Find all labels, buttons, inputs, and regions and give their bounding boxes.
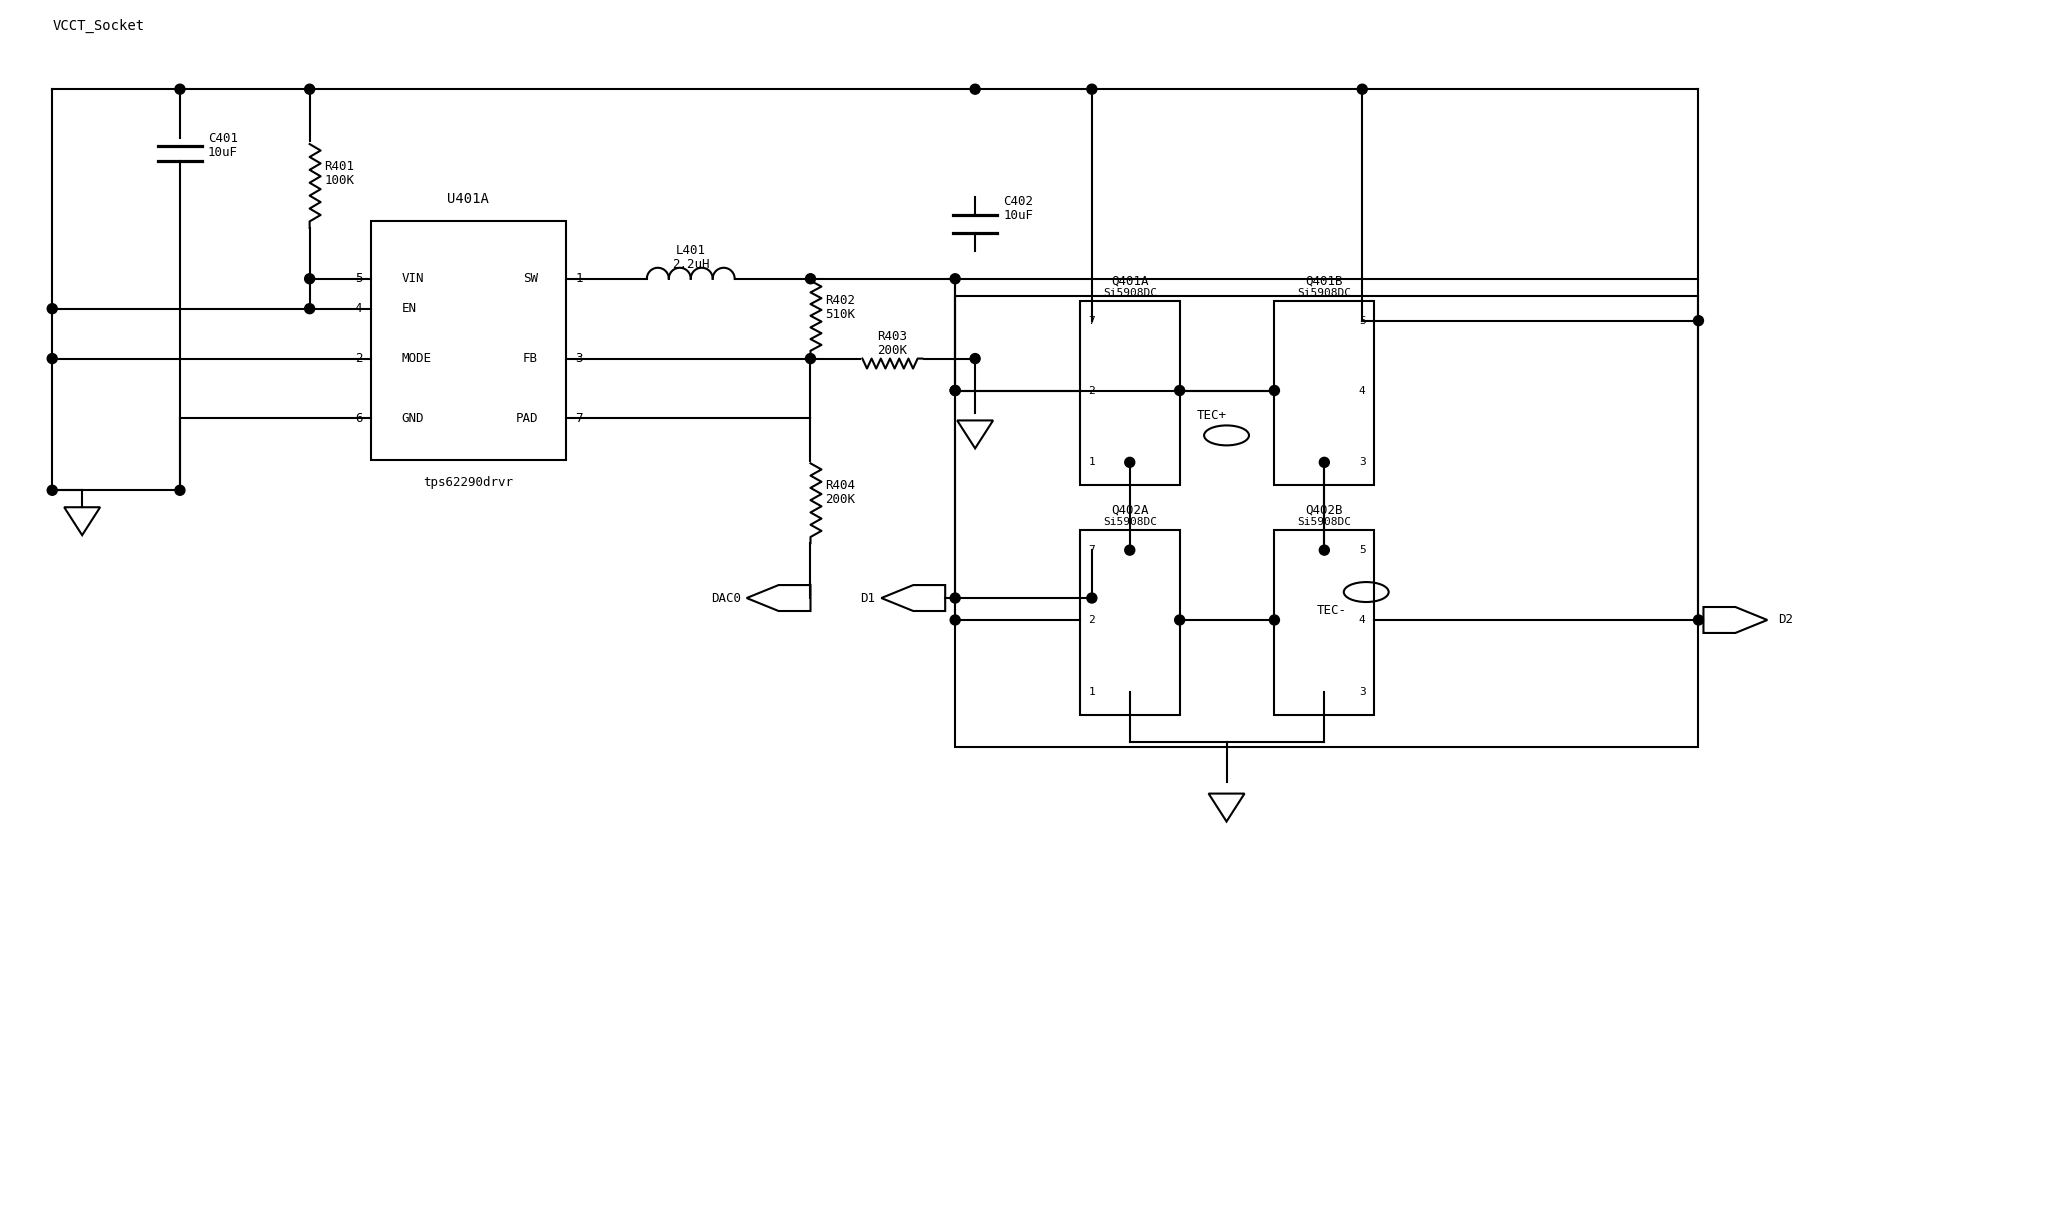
Text: 3: 3 xyxy=(1360,457,1366,467)
Text: PAD: PAD xyxy=(516,412,538,425)
Circle shape xyxy=(47,485,58,495)
Text: 4: 4 xyxy=(1360,615,1366,624)
Circle shape xyxy=(1126,457,1134,467)
Text: L401: L401 xyxy=(676,244,707,258)
Circle shape xyxy=(304,84,314,94)
Text: U401A: U401A xyxy=(448,192,489,207)
Text: EN: EN xyxy=(401,302,417,315)
Circle shape xyxy=(1269,385,1280,396)
Text: 7: 7 xyxy=(1089,545,1095,555)
Circle shape xyxy=(951,615,959,624)
Circle shape xyxy=(1358,84,1368,94)
Text: 5: 5 xyxy=(1360,315,1366,325)
Circle shape xyxy=(805,353,815,364)
Text: FB: FB xyxy=(524,352,538,365)
Text: 510K: 510K xyxy=(826,308,854,321)
Text: D1: D1 xyxy=(861,591,875,605)
Circle shape xyxy=(175,84,185,94)
Text: R402: R402 xyxy=(826,295,854,307)
Text: 3: 3 xyxy=(575,352,583,365)
Text: R403: R403 xyxy=(877,330,908,343)
Text: Si5908DC: Si5908DC xyxy=(1298,517,1352,527)
Text: Si5908DC: Si5908DC xyxy=(1298,287,1352,298)
Text: 3: 3 xyxy=(1360,687,1366,697)
Text: 1: 1 xyxy=(1089,687,1095,697)
Circle shape xyxy=(1087,593,1097,602)
Circle shape xyxy=(951,385,959,396)
Circle shape xyxy=(805,274,815,284)
Text: 2: 2 xyxy=(1089,615,1095,624)
Text: 4: 4 xyxy=(1360,385,1366,396)
Circle shape xyxy=(1087,84,1097,94)
Circle shape xyxy=(1175,385,1185,396)
Circle shape xyxy=(951,593,959,602)
Circle shape xyxy=(1692,615,1703,624)
Text: tps62290drvr: tps62290drvr xyxy=(423,475,514,489)
Circle shape xyxy=(1319,545,1329,555)
Text: 5: 5 xyxy=(355,273,362,285)
Circle shape xyxy=(175,485,185,495)
Text: 200K: 200K xyxy=(877,345,908,357)
Circle shape xyxy=(951,385,959,396)
Circle shape xyxy=(1692,315,1703,325)
Circle shape xyxy=(1126,545,1134,555)
Circle shape xyxy=(1175,615,1185,624)
Bar xyxy=(1080,530,1179,715)
Text: Si5908DC: Si5908DC xyxy=(1103,517,1156,527)
Text: R401: R401 xyxy=(325,160,355,172)
Text: 2.2uH: 2.2uH xyxy=(672,258,709,271)
Text: VCCT_Socket: VCCT_Socket xyxy=(51,20,144,33)
Circle shape xyxy=(304,304,314,314)
Text: 5: 5 xyxy=(1360,545,1366,555)
Circle shape xyxy=(969,84,980,94)
Text: MODE: MODE xyxy=(401,352,431,365)
Text: 7: 7 xyxy=(575,412,583,425)
Text: Q401B: Q401B xyxy=(1306,274,1343,287)
Bar xyxy=(955,296,1699,747)
Text: C402: C402 xyxy=(1002,196,1033,209)
Bar xyxy=(372,221,567,461)
Circle shape xyxy=(969,353,980,364)
Text: 1: 1 xyxy=(1089,457,1095,467)
Circle shape xyxy=(951,274,959,284)
Text: 10uF: 10uF xyxy=(207,145,238,159)
Circle shape xyxy=(1319,457,1329,467)
Text: 6: 6 xyxy=(355,412,362,425)
Text: SW: SW xyxy=(524,273,538,285)
Text: TEC+: TEC+ xyxy=(1197,409,1226,422)
Circle shape xyxy=(47,304,58,314)
Text: C401: C401 xyxy=(207,132,238,144)
Text: Q402A: Q402A xyxy=(1111,503,1148,517)
Bar xyxy=(1273,530,1374,715)
Text: 2: 2 xyxy=(1089,385,1095,396)
Text: 2: 2 xyxy=(355,352,362,365)
Circle shape xyxy=(1269,615,1280,624)
Text: 100K: 100K xyxy=(325,175,355,187)
Text: GND: GND xyxy=(401,412,423,425)
Text: D2: D2 xyxy=(1779,613,1793,627)
Text: Q402B: Q402B xyxy=(1306,503,1343,517)
Text: VIN: VIN xyxy=(401,273,423,285)
Bar xyxy=(1273,301,1374,485)
Text: Q401A: Q401A xyxy=(1111,274,1148,287)
Text: DAC0: DAC0 xyxy=(711,591,741,605)
Bar xyxy=(1080,301,1179,485)
Text: 4: 4 xyxy=(355,302,362,315)
Text: Si5908DC: Si5908DC xyxy=(1103,287,1156,298)
Text: 10uF: 10uF xyxy=(1002,209,1033,222)
Circle shape xyxy=(47,353,58,364)
Text: 7: 7 xyxy=(1089,315,1095,325)
Text: TEC-: TEC- xyxy=(1317,604,1345,617)
Text: 200K: 200K xyxy=(826,492,854,506)
Text: 1: 1 xyxy=(575,273,583,285)
Circle shape xyxy=(304,274,314,284)
Text: R404: R404 xyxy=(826,479,854,491)
